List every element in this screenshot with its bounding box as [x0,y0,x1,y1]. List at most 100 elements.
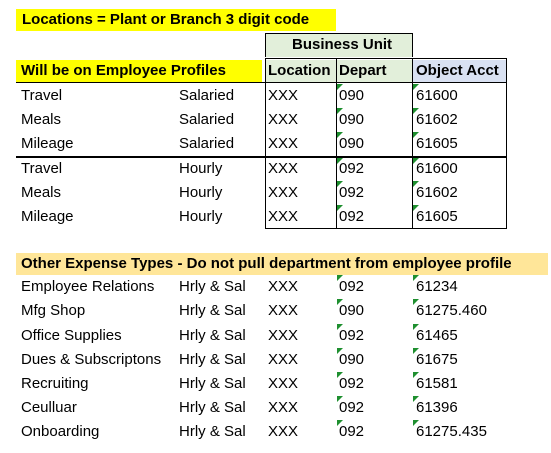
other-row3-object: 61465 [416,327,458,344]
row5-depart: 092 [339,184,365,201]
other-row3-type: Hrly & Sal [179,327,246,344]
other-row7-object: 61275.435 [416,423,487,440]
text-number-indicator [413,108,419,114]
section2-highlight [16,253,548,275]
other-row5-type: Hrly & Sal [179,375,246,392]
row6-type: Hourly [179,208,223,225]
row4-type: Hourly [179,160,223,177]
row5-expense: Meals [21,184,62,201]
text-number-indicator [413,348,419,354]
title-highlight [16,9,336,31]
other-row5-expense: Recruiting [21,375,89,392]
other-row6-object: 61396 [416,399,458,416]
other-row5-object: 61581 [416,375,458,392]
header-top-border [265,58,506,59]
text-number-indicator [337,84,343,90]
other-row2-location: XXX [268,302,299,319]
business-unit-header-bg [265,33,412,57]
other-row1-type: Hrly & Sal [179,278,246,295]
row2-expense: Meals [21,111,62,128]
other-row2-object: 61275.460 [416,302,487,319]
text-number-indicator [337,205,343,211]
business-unit-top-border [265,33,413,34]
object-right-border [506,58,507,229]
row1-object: 61600 [416,87,458,104]
row3-object: 61605 [416,135,458,152]
other-row2-expense: Mfg Shop [21,302,86,319]
row1-type: Salaried [179,87,235,104]
row6-location: XXX [268,208,299,225]
text-number-indicator [337,158,343,164]
other-row5-location: XXX [268,375,299,392]
text-number-indicator [413,84,419,90]
text-number-indicator [413,205,419,211]
text-number-indicator [413,324,419,330]
text-number-indicator [413,181,419,187]
other-row5-depart: 092 [339,375,365,392]
other-row4-depart: 090 [339,351,365,368]
row1-expense: Travel [21,87,63,104]
text-number-indicator [337,324,343,330]
other-row7-location: XXX [268,423,299,440]
text-number-indicator [337,132,343,138]
other-row6-depart: 092 [339,399,365,416]
text-number-indicator [413,420,419,426]
text-number-indicator [413,396,419,402]
row6-object: 61605 [416,208,458,225]
object-acct-header: Object Acct [416,62,499,79]
table-bottom-border [265,228,506,229]
text-number-indicator [337,108,343,114]
text-number-indicator [337,348,343,354]
row3-depart: 090 [339,135,365,152]
section1-highlight [16,60,262,82]
text-number-indicator [337,372,343,378]
other-row4-type: Hrly & Sal [179,351,246,368]
business-unit-label: Business Unit [292,36,393,53]
row1-depart: 090 [339,87,365,104]
location-depart-header-bg [265,60,412,82]
section1-title: Will be on Employee Profiles [21,62,226,79]
other-row1-depart: 092 [339,278,365,295]
text-number-indicator [337,299,343,305]
row5-type: Hourly [179,184,223,201]
row4-object: 61600 [416,160,458,177]
text-number-indicator [413,299,419,305]
other-row3-location: XXX [268,327,299,344]
other-row7-expense: Onboarding [21,423,100,440]
row6-depart: 092 [339,208,365,225]
row2-location: XXX [268,111,299,128]
text-number-indicator [413,275,419,281]
header-bottom-border [16,82,506,83]
page-title: Locations = Plant or Branch 3 digit code [22,11,310,28]
row4-location: XXX [268,160,299,177]
text-number-indicator [337,420,343,426]
location-right-border [336,58,337,229]
row1-location: XXX [268,87,299,104]
group-divider [16,156,506,158]
location-left-border [265,58,266,229]
other-row6-expense: Ceulluar [21,399,77,416]
row5-object: 61602 [416,184,458,201]
section2-title: Other Expense Types - Do not pull depart… [21,255,512,272]
row3-expense: Mileage [21,135,74,152]
depart-right-border [412,58,413,229]
row4-depart: 092 [339,160,365,177]
object-acct-header-bg [412,60,506,82]
location-header: Location [268,62,331,79]
other-row3-depart: 092 [339,327,365,344]
row3-type: Salaried [179,135,235,152]
text-number-indicator [337,396,343,402]
text-number-indicator [337,275,343,281]
other-row1-expense: Employee Relations [21,278,155,295]
row6-expense: Mileage [21,208,74,225]
other-row7-type: Hrly & Sal [179,423,246,440]
other-row2-type: Hrly & Sal [179,302,246,319]
text-number-indicator [337,181,343,187]
other-row6-type: Hrly & Sal [179,399,246,416]
row4-expense: Travel [21,160,63,177]
row2-object: 61602 [416,111,458,128]
other-row6-location: XXX [268,399,299,416]
other-row1-object: 61234 [416,278,458,295]
row5-location: XXX [268,184,299,201]
other-row1-location: XXX [268,278,299,295]
